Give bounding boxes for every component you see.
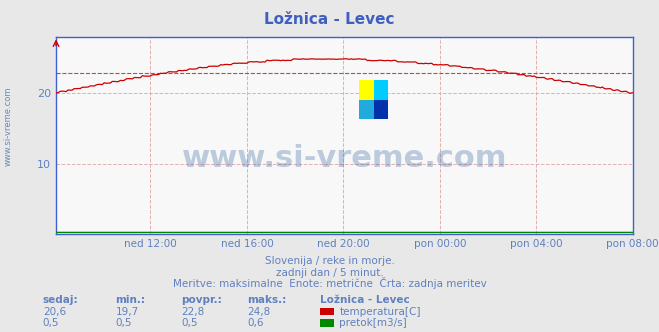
Text: pretok[m3/s]: pretok[m3/s] [339, 318, 407, 328]
Text: www.si-vreme.com: www.si-vreme.com [3, 86, 13, 166]
Text: 19,7: 19,7 [115, 307, 138, 317]
Text: 22,8: 22,8 [181, 307, 204, 317]
Text: 0,5: 0,5 [181, 318, 198, 328]
Text: Meritve: maksimalne  Enote: metrične  Črta: zadnja meritev: Meritve: maksimalne Enote: metrične Črta… [173, 277, 486, 289]
Text: sedaj:: sedaj: [43, 295, 78, 305]
Bar [358, 80, 374, 100]
Text: 24,8: 24,8 [247, 307, 270, 317]
Text: www.si-vreme.com: www.si-vreme.com [182, 144, 507, 174]
Text: Ložnica - Levec: Ložnica - Levec [320, 295, 409, 305]
Text: Ložnica - Levec: Ložnica - Levec [264, 12, 395, 27]
Text: 0,5: 0,5 [43, 318, 59, 328]
Text: temperatura[C]: temperatura[C] [339, 307, 421, 317]
Text: 0,5: 0,5 [115, 318, 132, 328]
Text: min.:: min.: [115, 295, 146, 305]
Bar [374, 80, 388, 100]
Text: povpr.:: povpr.: [181, 295, 222, 305]
Text: zadnji dan / 5 minut.: zadnji dan / 5 minut. [275, 268, 384, 278]
Text: 20,6: 20,6 [43, 307, 66, 317]
Text: Slovenija / reke in morje.: Slovenija / reke in morje. [264, 256, 395, 266]
Bar [358, 100, 374, 120]
Text: maks.:: maks.: [247, 295, 287, 305]
Bar [374, 100, 388, 120]
Text: 0,6: 0,6 [247, 318, 264, 328]
